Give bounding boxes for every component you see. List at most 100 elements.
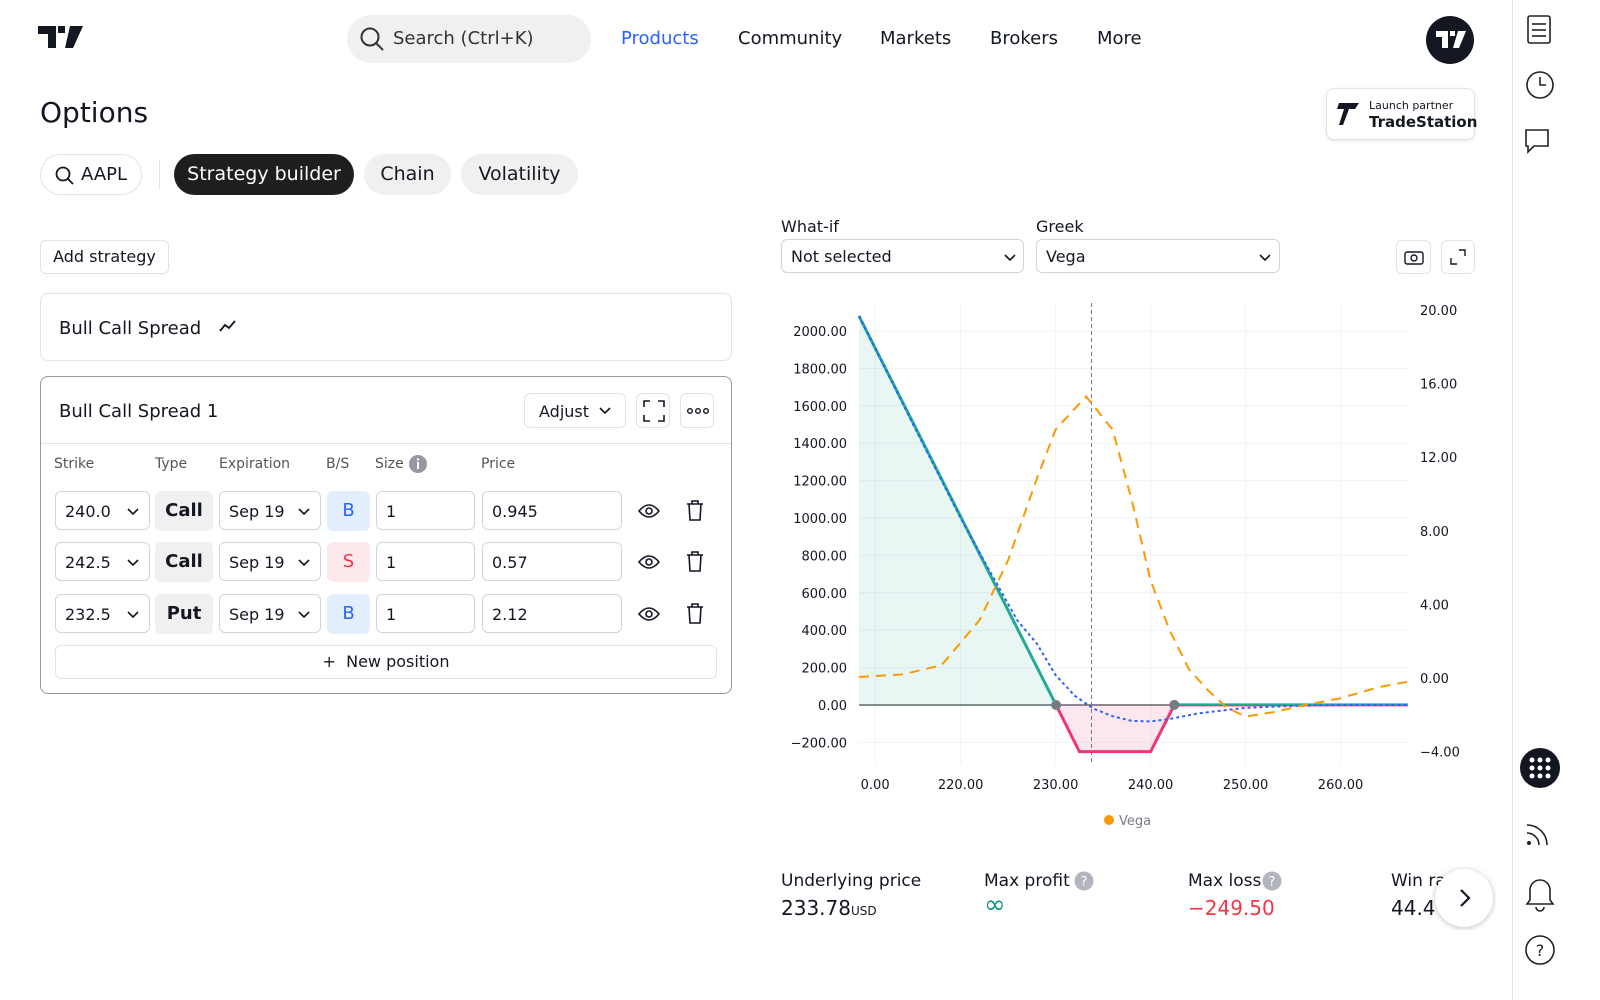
stat-label: Max profit [984,871,1070,891]
sidebar-icons[interactable]: ? [1520,10,1560,990]
help-icon[interactable]: ? [1074,871,1094,891]
whatif-select[interactable]: Not selected [781,239,1024,273]
fullscreen-icon [643,400,665,422]
delete-icon[interactable] [686,551,704,573]
sidebar-border [1512,0,1513,1000]
column-header: Size [375,456,404,472]
y-tick-label: 1200.00 [793,475,847,490]
delete-icon[interactable] [686,500,704,522]
buy-sell[interactable]: B [327,491,370,531]
nav-link[interactable]: Community [738,28,843,49]
option-type[interactable]: Put [155,593,213,634]
add-strategy-button[interactable]: Add strategy [40,240,169,274]
partner-caption: Launch partner [1369,99,1454,112]
new-position-label: New position [346,652,450,671]
divider [41,443,731,444]
stat-value: ∞ [984,890,1006,920]
screenshot-button[interactable] [1396,240,1431,274]
y-tick-label: 1400.00 [793,437,847,452]
tab[interactable]: Volatility [461,154,578,195]
search-icon [55,166,74,185]
chevron [298,508,310,516]
column-header: Price [481,456,516,472]
expiration-select[interactable]: Sep 19 [219,593,321,633]
fullscreen-button[interactable] [636,393,670,428]
buy-sell[interactable]: S [327,542,370,583]
avatar[interactable] [1425,15,1475,65]
strategy-card[interactable]: Bull Call Spread [40,293,732,361]
option-type[interactable]: Call [155,491,213,531]
x-tick-label: 260.00 [1318,778,1364,793]
stat-unit: USD [851,904,877,918]
strategy-name: Bull Call Spread [59,318,202,339]
visibility-icon[interactable] [637,552,661,572]
y2-tick-label: 12.00 [1420,451,1457,466]
stat-label: Underlying price [781,871,922,891]
y2-tick-label: −4.00 [1420,746,1460,761]
svg-text:?: ? [1081,875,1088,890]
tab[interactable]: Chain [364,154,451,195]
size-input[interactable]: 1 [376,491,475,530]
nav-link[interactable]: Products [621,28,699,49]
size-input[interactable]: 1 [376,542,475,582]
nav-link[interactable]: Brokers [990,28,1059,49]
search-icon [360,27,384,51]
option-type[interactable]: Call [155,542,213,583]
chevron [1259,254,1271,262]
help-icon[interactable]: ? [1262,871,1282,891]
price-input[interactable]: 0.57 [482,542,622,582]
visibility-icon[interactable] [637,501,661,521]
chevron [1004,254,1016,262]
column-header: Expiration [219,456,291,472]
symbol-search[interactable]: AAPL [40,154,142,195]
buy-sell[interactable]: B [327,593,370,634]
x-tick-label: 0.00 [861,778,890,793]
expiration-select[interactable]: Sep 19 [219,491,321,530]
strike-select[interactable]: 240.0 [55,491,150,530]
adjust-button[interactable]: Adjust [524,393,626,428]
more-icon [687,408,710,414]
svg-text:?: ? [1269,875,1276,890]
y-tick-label: 400.00 [802,624,848,639]
more-button[interactable] [680,393,714,428]
strike-select[interactable]: 242.5 [55,542,150,582]
stat-value: −249.50 [1188,896,1275,920]
delete-icon[interactable] [686,602,704,625]
logo[interactable] [38,26,84,50]
nav-link[interactable]: More [1097,28,1142,49]
expiration-select[interactable]: Sep 19 [219,542,321,582]
search-box[interactable]: Search (Ctrl+K) [347,15,591,63]
next-button[interactable] [1432,866,1496,930]
expiration: Sep 19 [229,553,285,573]
x-tick-label: 250.00 [1223,778,1269,793]
info-icon[interactable] [408,454,428,474]
nav-link[interactable]: Markets [880,28,952,49]
greek-value: Vega [1046,247,1086,266]
partner-name: TradeStation [1369,113,1478,131]
chevron [298,559,310,567]
y-tick-label: 200.00 [802,662,848,677]
greek-label: Greek [1036,217,1084,236]
partner-badge[interactable]: Launch partner TradeStation [1326,88,1478,140]
column-header: Strike [54,456,95,472]
price-input[interactable]: 0.945 [482,491,622,530]
whatif-value: Not selected [791,247,892,266]
breakeven-point [1169,699,1180,710]
partner-logo [1337,103,1359,125]
size-input[interactable]: 1 [376,593,475,633]
strike-select[interactable]: 232.5 [55,593,150,633]
expand-button[interactable] [1441,240,1475,274]
y2-tick-label: 4.00 [1420,598,1449,613]
expiration: Sep 19 [229,502,285,521]
new-position-button[interactable]: + New position [55,645,717,679]
y-tick-label: 1800.00 [793,362,847,377]
visibility-icon[interactable] [637,604,661,624]
y2-tick-label: 8.00 [1420,525,1449,540]
greek-select[interactable]: Vega [1036,239,1280,273]
tab-active[interactable]: Strategy builder [174,154,354,195]
price-input[interactable]: 2.12 [482,593,622,633]
adjust-label: Adjust [539,402,590,421]
symbol: AAPL [81,164,128,185]
stat-value: 44.4 [1391,896,1436,920]
loss-area [1056,704,1175,752]
